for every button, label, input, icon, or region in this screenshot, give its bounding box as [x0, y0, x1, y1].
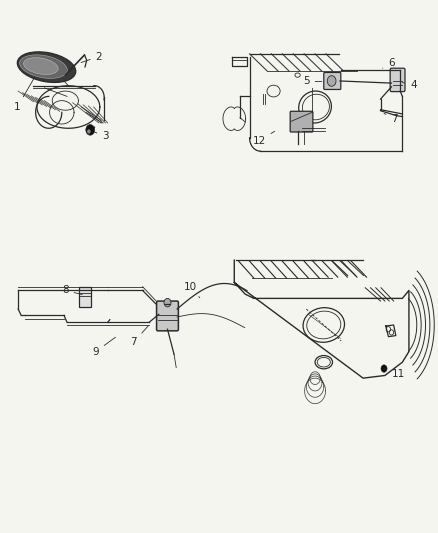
- Text: 6: 6: [383, 59, 395, 68]
- Text: 8: 8: [62, 286, 82, 295]
- FancyBboxPatch shape: [390, 68, 405, 92]
- Text: 7: 7: [131, 326, 148, 347]
- Circle shape: [164, 298, 171, 307]
- FancyBboxPatch shape: [290, 111, 313, 132]
- FancyBboxPatch shape: [79, 287, 91, 308]
- Circle shape: [327, 76, 336, 86]
- Ellipse shape: [20, 55, 67, 78]
- Ellipse shape: [24, 58, 58, 75]
- Circle shape: [381, 365, 387, 372]
- FancyBboxPatch shape: [156, 301, 178, 331]
- Text: 4: 4: [403, 80, 417, 90]
- Circle shape: [87, 130, 91, 134]
- Ellipse shape: [18, 52, 76, 83]
- Text: 3: 3: [93, 131, 109, 141]
- Text: 12: 12: [253, 131, 275, 146]
- Text: 1: 1: [14, 76, 35, 112]
- Circle shape: [86, 125, 95, 135]
- Text: 2: 2: [81, 52, 102, 62]
- Text: 9: 9: [92, 337, 116, 357]
- Text: 5: 5: [303, 77, 322, 86]
- Text: 11: 11: [384, 368, 405, 379]
- Text: 10: 10: [184, 282, 200, 298]
- FancyBboxPatch shape: [324, 72, 341, 90]
- Text: 7: 7: [384, 114, 398, 124]
